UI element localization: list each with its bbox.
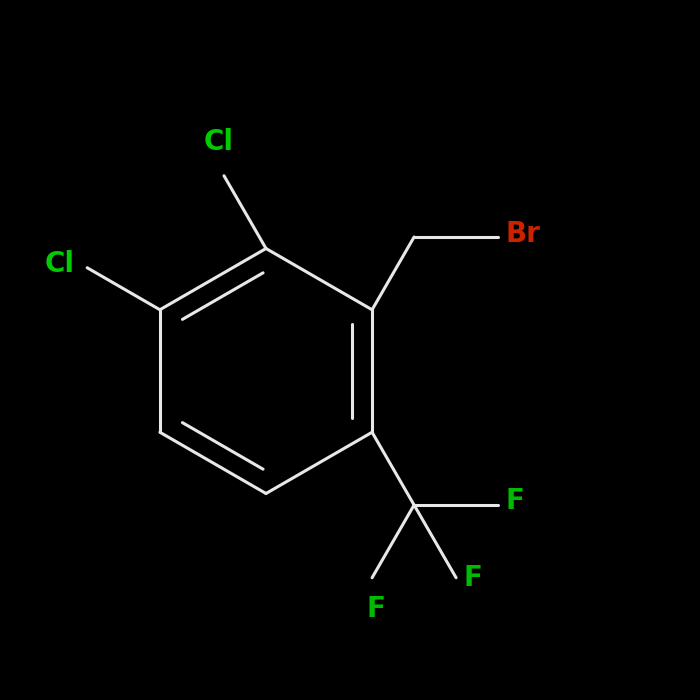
Text: F: F	[505, 487, 524, 515]
Text: F: F	[463, 564, 482, 592]
Text: Br: Br	[505, 220, 540, 248]
Text: Cl: Cl	[204, 128, 233, 156]
Text: F: F	[366, 595, 385, 623]
Text: Cl: Cl	[45, 251, 75, 279]
